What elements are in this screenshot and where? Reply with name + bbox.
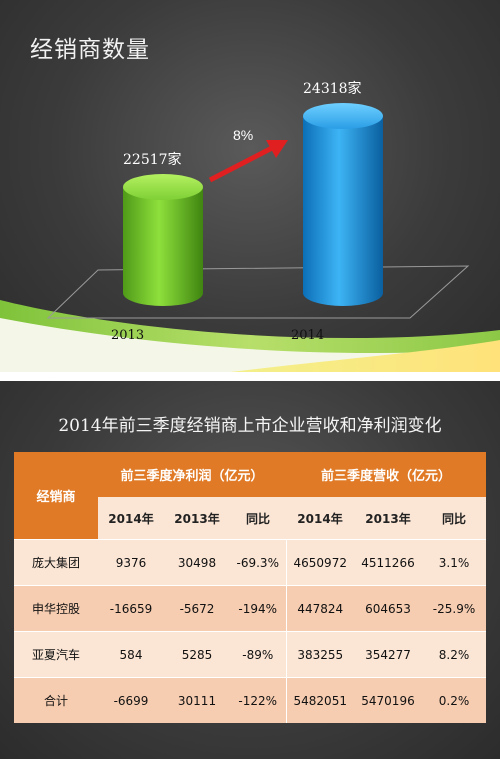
table-cell: -89% bbox=[230, 631, 286, 678]
table-row: 合计 -6699 30111 -122% 5482051 5470196 0.2% bbox=[14, 677, 487, 723]
corner-header: 经销商 bbox=[14, 452, 98, 540]
bar-chart bbox=[0, 103, 500, 372]
table-cell: 354277 bbox=[354, 631, 422, 678]
row-name-cell: 庞大集团 bbox=[14, 539, 98, 586]
net-profit-header: 前三季度净利润（亿元） bbox=[98, 452, 286, 497]
table-cell: 30111 bbox=[164, 677, 230, 723]
table-cell: 3.1% bbox=[422, 539, 487, 586]
table-cell: 584 bbox=[98, 631, 164, 678]
col-header: 2013年 bbox=[164, 497, 230, 540]
slide-title: 经销商数量 bbox=[30, 37, 150, 63]
table-cell: 4650972 bbox=[285, 539, 354, 586]
category-label: 2013 bbox=[111, 328, 145, 343]
row-name-cell: 亚夏汽车 bbox=[14, 631, 98, 678]
table-cell: -25.9% bbox=[422, 585, 487, 632]
col-header: 2014年 bbox=[98, 497, 164, 540]
col-header: 同比 bbox=[230, 497, 286, 540]
dealer-count-slide: 经销商数量 bbox=[0, 0, 500, 372]
table-cell: 5470196 bbox=[354, 677, 422, 723]
table-cell: 5482051 bbox=[285, 677, 354, 723]
table-row: 庞大集团 9376 30498 -69.3% 4650972 4511266 3.1% bbox=[14, 539, 487, 586]
table-cell: 9376 bbox=[98, 539, 164, 586]
slide-title: 2014年前三季度经销商上市企业营收和净利润变化 bbox=[58, 416, 442, 436]
bar-value-label: 22517家 bbox=[123, 152, 182, 168]
table-cell: 30498 bbox=[164, 539, 230, 586]
bar-value-label: 24318家 bbox=[303, 81, 362, 97]
row-name-cell: 申华控股 bbox=[14, 585, 98, 632]
bar-2014 bbox=[303, 103, 383, 306]
col-header: 2014年 bbox=[286, 497, 354, 540]
table-cell: 4511266 bbox=[354, 539, 422, 586]
col-header: 同比 bbox=[422, 497, 487, 540]
financials-table: 经销商 前三季度净利润（亿元） 前三季度营收（亿元） 2014年 2013年 同… bbox=[14, 452, 487, 723]
revenue-header: 前三季度营收（亿元） bbox=[286, 452, 487, 497]
yellow-swoosh bbox=[230, 340, 500, 372]
table-cell: -6699 bbox=[98, 677, 164, 723]
table-row: 亚夏汽车 584 5285 -89% 383255 354277 8.2% bbox=[14, 631, 487, 678]
table-cell: -69.3% bbox=[230, 539, 286, 586]
row-name-cell: 合计 bbox=[14, 677, 98, 723]
bars-group bbox=[123, 103, 383, 306]
growth-arrow bbox=[208, 140, 288, 183]
table-cell: 0.2% bbox=[422, 677, 487, 723]
table-body: 庞大集团 9376 30498 -69.3% 4650972 4511266 3.1% 申华控… bbox=[14, 539, 487, 723]
growth-percent-label: 8% bbox=[233, 127, 254, 143]
table-cell: -5672 bbox=[164, 585, 230, 632]
table-row: 申华控股 -16659 -5672 -194% 447824 604653 -25.9% bbox=[14, 585, 487, 632]
table-cell: 383255 bbox=[285, 631, 354, 678]
table-cell: -16659 bbox=[98, 585, 164, 632]
table-cell: 447824 bbox=[285, 585, 354, 632]
chart-floor bbox=[46, 265, 470, 319]
table-cell: -194% bbox=[230, 585, 286, 632]
category-label: 2014 bbox=[291, 328, 325, 343]
table-cell: 5285 bbox=[164, 631, 230, 678]
table-cell: 8.2% bbox=[422, 631, 487, 678]
financials-slide: 2014年前三季度经销商上市企业营收和净利润变化 经销商 前三季度净利润（亿元）… bbox=[0, 381, 500, 759]
bar-2013 bbox=[123, 174, 203, 306]
table-cell: 604653 bbox=[354, 585, 422, 632]
table-cell: -122% bbox=[230, 677, 286, 723]
col-header: 2013年 bbox=[354, 497, 422, 540]
